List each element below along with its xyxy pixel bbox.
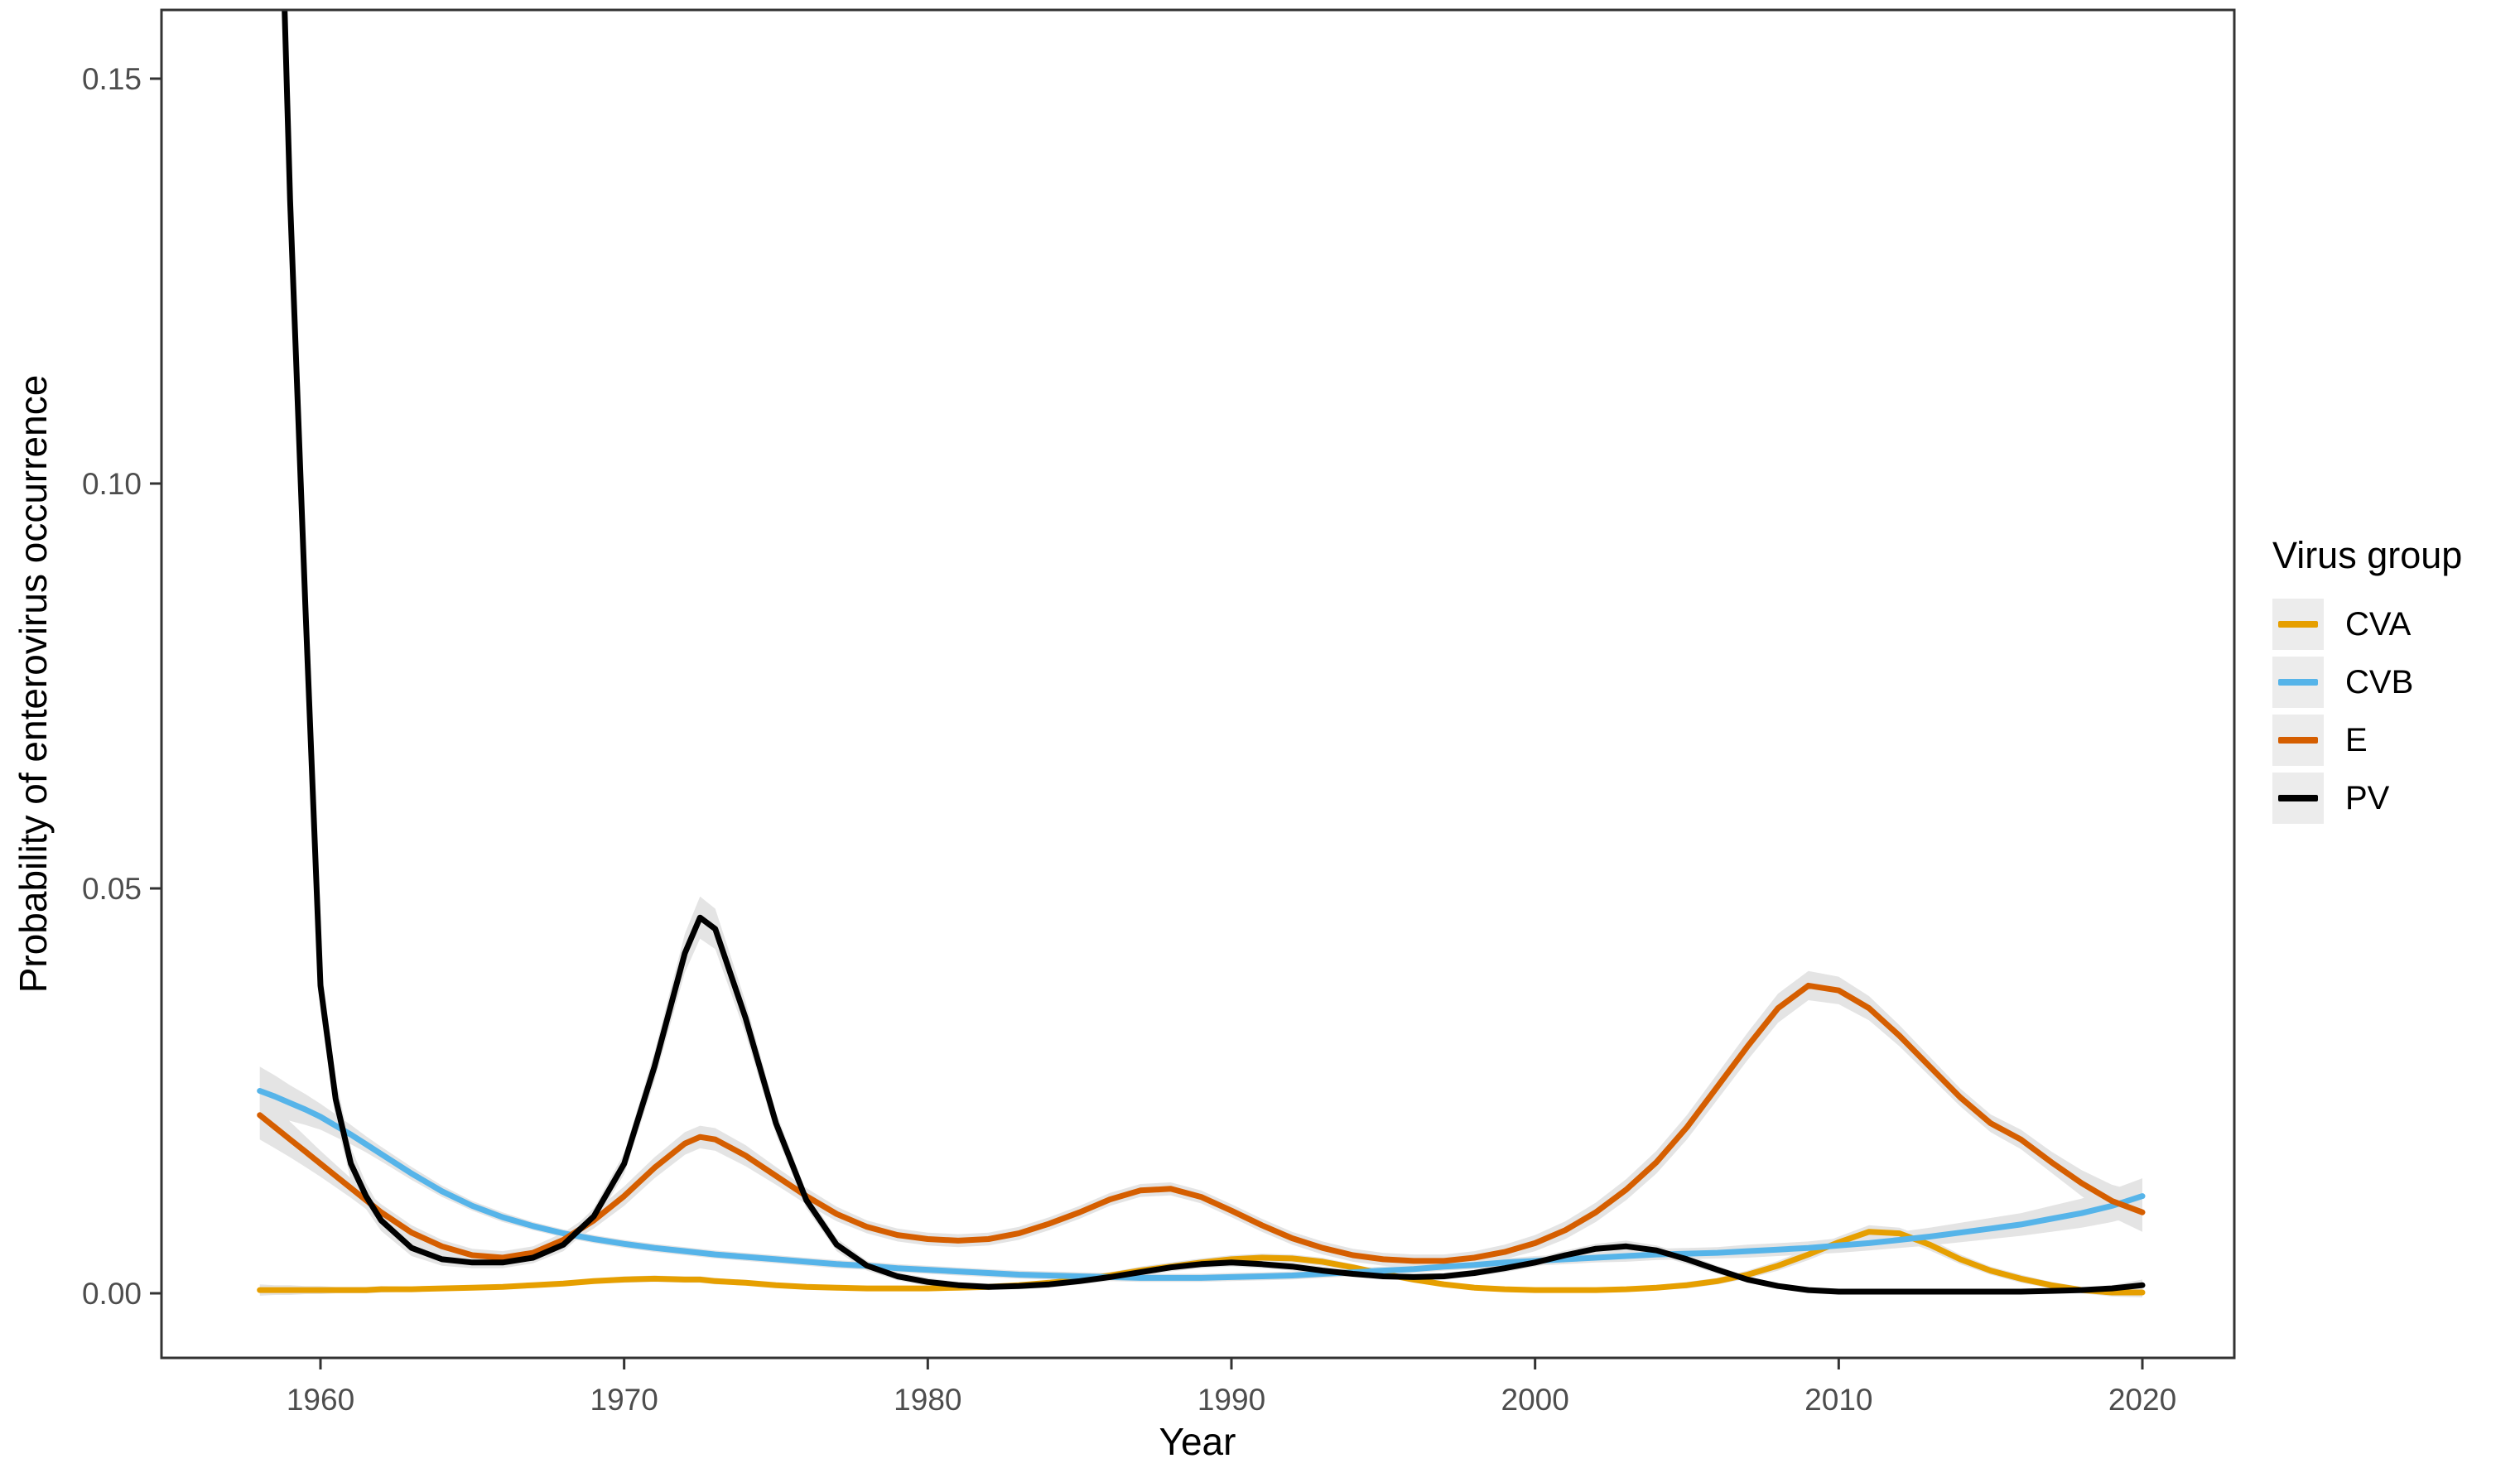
- legend-key-cva: [2272, 599, 2324, 650]
- y-tick-label: 0.00: [82, 1277, 142, 1311]
- legend-key-e: [2272, 715, 2324, 766]
- legend-entry-e: E: [2272, 715, 2513, 766]
- x-tick-label: 2000: [1501, 1383, 1569, 1417]
- legend-title: Virus group: [2272, 534, 2463, 576]
- legend-label-cvb: CVB: [2345, 663, 2414, 700]
- x-tick-label: 1980: [894, 1383, 961, 1417]
- x-tick-label: 1970: [590, 1383, 658, 1417]
- confidence-ribbons: [259, 10, 2143, 1297]
- pv-line-swatch-icon: [2278, 795, 2318, 801]
- cvb-line-swatch-icon: [2278, 679, 2318, 686]
- x-axis-title: Year: [1159, 1420, 1236, 1463]
- legend-label-pv: PV: [2345, 779, 2390, 816]
- legend-key-cvb: [2272, 657, 2324, 708]
- ci-ribbon-pv: [283, 10, 2142, 1293]
- legend-entry-cvb: CVB: [2272, 657, 2513, 708]
- cva-line-swatch-icon: [2278, 621, 2318, 628]
- x-tick-label: 2020: [2108, 1383, 2176, 1417]
- legend-label-cva: CVA: [2345, 605, 2412, 643]
- series-line-e: [257, 982, 2146, 1264]
- y-axis-title: Probability of enterovirus occurrence: [12, 375, 55, 994]
- e-line-swatch-icon: [2278, 737, 2318, 744]
- x-tick-label: 1960: [287, 1383, 354, 1417]
- y-tick-label: 0.10: [82, 467, 142, 501]
- y-tick-label: 0.15: [82, 62, 142, 96]
- legend: Virus group CVA CVB E PV: [2272, 534, 2513, 830]
- legend-entry-pv: PV: [2272, 773, 2513, 824]
- x-tick-label: 1990: [1197, 1383, 1265, 1417]
- plot-panel-border: [160, 8, 2236, 1360]
- y-tick-label: 0.05: [82, 872, 142, 906]
- legend-key-pv: [2272, 773, 2324, 824]
- legend-label-e: E: [2345, 721, 2368, 758]
- x-tick-label: 2010: [1804, 1383, 1872, 1417]
- legend-entry-cva: CVA: [2272, 599, 2513, 650]
- axis-ticks: 1960 1970 1980 1990 2000 2010 2020 0.00 0.05 0.10…: [82, 62, 2176, 1417]
- series-lines: [257, 10, 2146, 1296]
- ci-ribbon-e: [259, 970, 2143, 1268]
- series-line-pv: [282, 10, 2146, 1295]
